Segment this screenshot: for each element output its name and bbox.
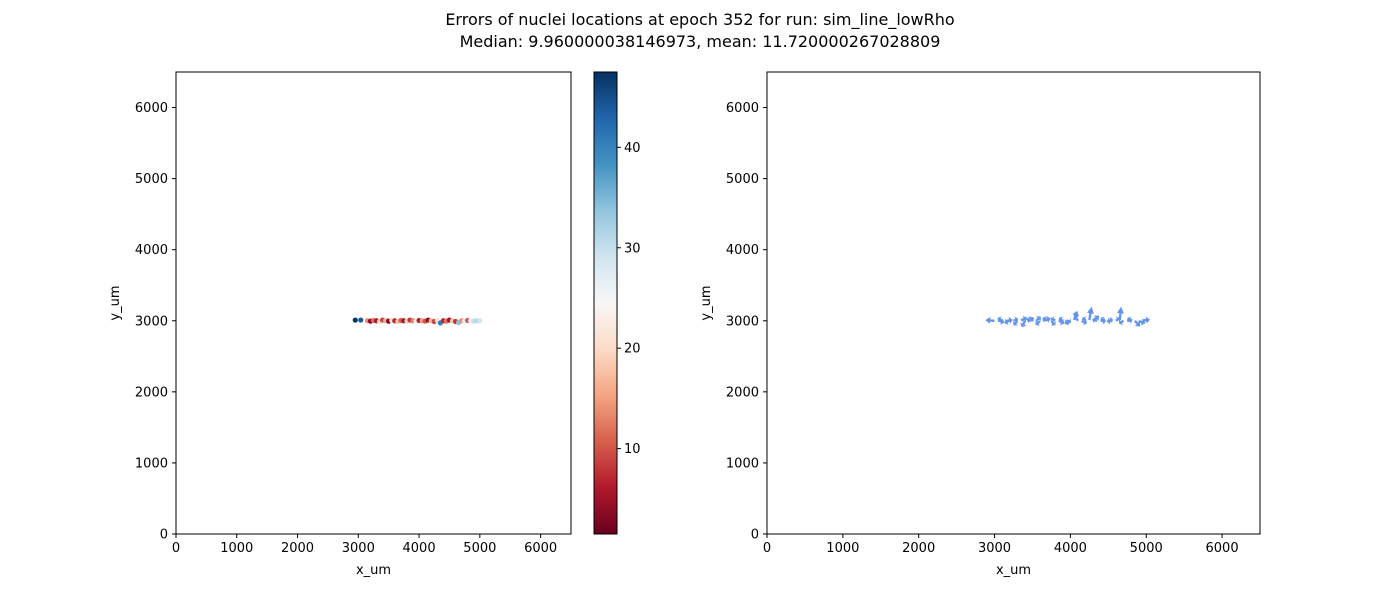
x-tick-label: 5000 (463, 541, 496, 556)
colorbar-tick-label: 20 (624, 342, 641, 357)
x-tick-label: 2000 (902, 541, 935, 556)
x-tick-label: 6000 (524, 541, 557, 556)
y-tick-label: 3000 (726, 314, 759, 329)
y-tick-label: 0 (751, 528, 759, 543)
error-arrow (1035, 320, 1041, 326)
scatter-point (352, 317, 358, 323)
y-axis-label: y_um (108, 285, 123, 320)
x-axis-label: x_um (996, 563, 1031, 578)
error-arrow (1106, 317, 1113, 325)
x-axis-label: x_um (356, 563, 391, 578)
error-arrow (1134, 320, 1141, 327)
error-arrow (1026, 316, 1033, 324)
y-tick-label: 4000 (726, 243, 759, 258)
error-arrow (1042, 316, 1049, 323)
colorbar-tick-label: 10 (624, 442, 641, 457)
error-arrow (1035, 316, 1041, 322)
plot-frame (175, 71, 572, 535)
scatter-point (358, 317, 364, 323)
x-tick-label: 6000 (1206, 541, 1239, 556)
figure-title-line2: Median: 9.960000038146973, mean: 11.7200… (459, 32, 941, 51)
y-tick-label: 6000 (135, 101, 168, 116)
y-tick-label: 5000 (135, 172, 168, 187)
error-arrow (1115, 316, 1120, 323)
x-tick-label: 4000 (403, 541, 436, 556)
x-tick-label: 1000 (220, 541, 253, 556)
plot-frame (766, 71, 1261, 535)
error-arrow (985, 316, 995, 324)
figure-title-line1: Errors of nuclei locations at epoch 352 … (445, 10, 955, 29)
colorbar-tick-label: 30 (624, 241, 641, 256)
error-arrow (1058, 316, 1064, 322)
error-vector-plot: 0 1000 2000 3000 4000 5000 6000 0 1000 2000 3000 40… (699, 71, 1261, 578)
error-arrow (1081, 316, 1087, 322)
y-tick-label: 6000 (726, 101, 759, 116)
x-tick-label: 5000 (1130, 541, 1163, 556)
error-arrow (1064, 319, 1071, 326)
error-arrow (1092, 316, 1098, 324)
error-arrow (1081, 318, 1088, 326)
error-arrow (1012, 320, 1019, 326)
colorbar-tick-label: 40 (624, 141, 641, 156)
error-arrow (1127, 316, 1132, 323)
y-tick-label: 0 (160, 528, 168, 543)
error-arrow (1020, 320, 1027, 328)
x-tick-label: 4000 (1054, 541, 1087, 556)
colorbar-bar (593, 71, 618, 535)
error-arrow (1073, 314, 1080, 322)
error-arrow (1050, 316, 1056, 323)
y-tick-label: 1000 (726, 456, 759, 471)
y-axis-label: y_um (699, 285, 714, 320)
error-arrow (1117, 306, 1124, 321)
scatter-point (477, 318, 483, 324)
error-arrow (1100, 316, 1106, 323)
error-arrow (1004, 318, 1011, 325)
x-tick-label: 0 (763, 541, 771, 556)
y-tick-label: 2000 (726, 385, 759, 400)
error-arrow (1020, 315, 1028, 323)
error-arrow (1118, 319, 1125, 326)
error-colorbar: 10 20 30 40 (593, 71, 641, 535)
x-tick-label: 2000 (281, 541, 314, 556)
x-tick-label: 0 (172, 541, 180, 556)
y-tick-label: 4000 (135, 243, 168, 258)
y-tick-label: 5000 (726, 172, 759, 187)
error-arrow (1087, 306, 1094, 321)
error-arrow (1142, 316, 1150, 324)
x-tick-label: 1000 (826, 541, 859, 556)
x-tick-label: 3000 (978, 541, 1011, 556)
y-tick-label: 3000 (135, 314, 168, 329)
x-tick-label: 3000 (342, 541, 375, 556)
error-arrow (997, 316, 1003, 323)
y-tick-label: 1000 (135, 456, 168, 471)
y-tick-label: 2000 (135, 385, 168, 400)
error-scatter-plot: 0 1000 2000 3000 4000 5000 6000 0 1000 2000 3000 40… (108, 71, 572, 578)
